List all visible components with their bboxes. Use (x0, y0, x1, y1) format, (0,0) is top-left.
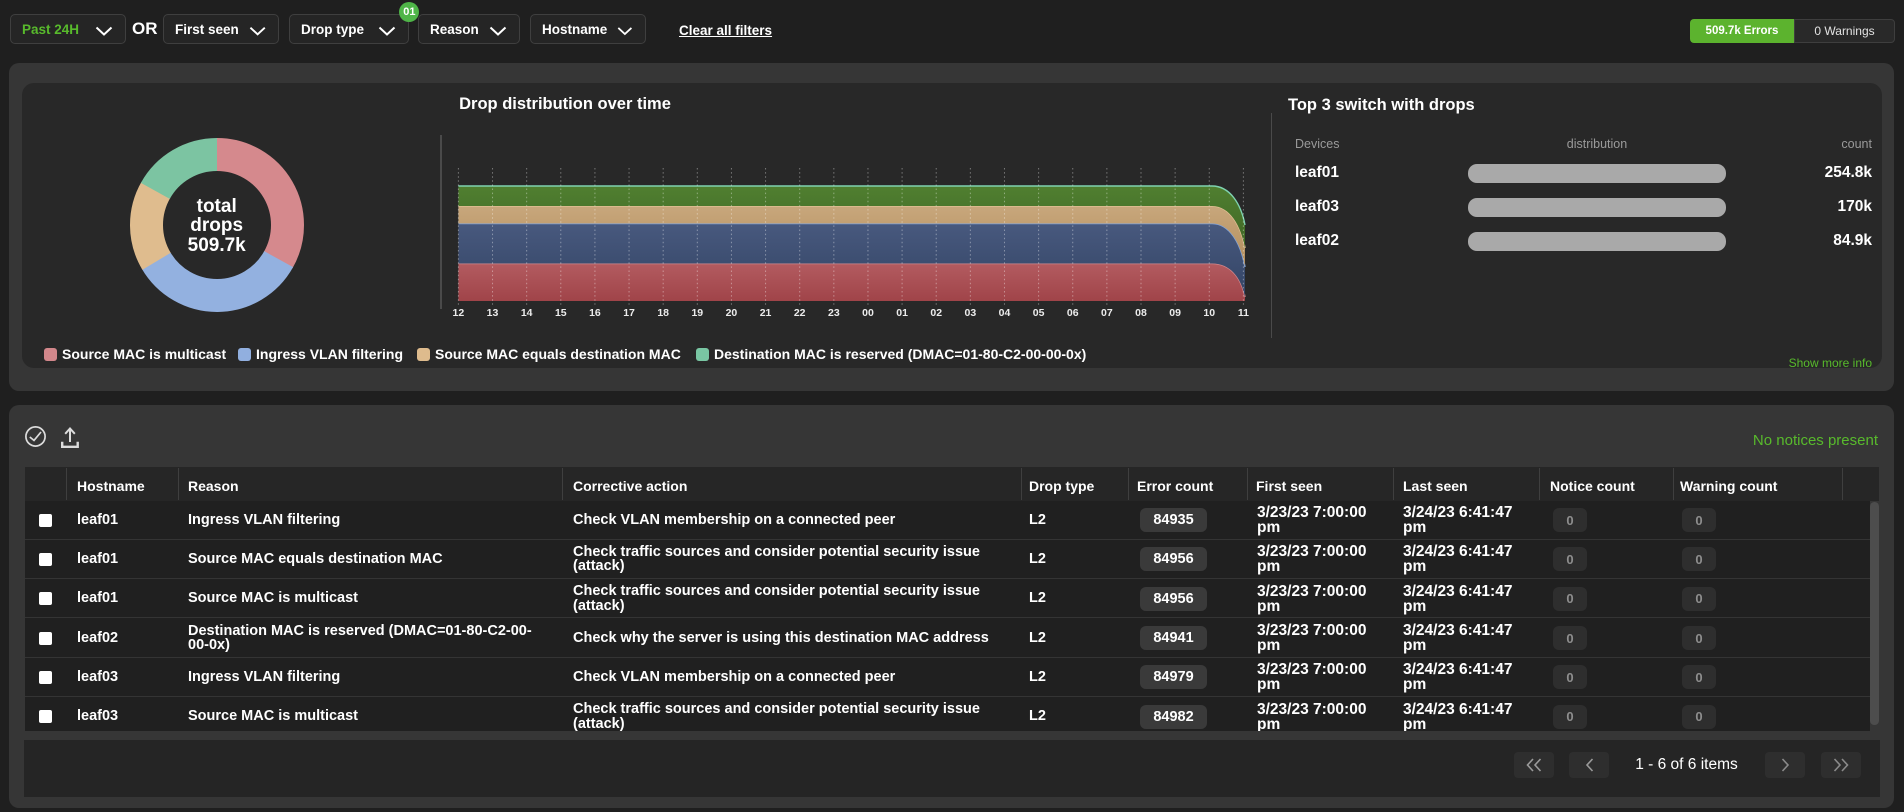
svg-text:06: 06 (1067, 307, 1079, 319)
svg-text:23: 23 (828, 307, 840, 319)
svg-text:21: 21 (760, 307, 772, 319)
svg-text:08: 08 (1135, 307, 1147, 319)
svg-text:13: 13 (487, 307, 499, 319)
svg-text:17: 17 (623, 307, 635, 319)
svg-text:22: 22 (794, 307, 806, 319)
svg-text:14: 14 (521, 307, 533, 319)
svg-text:07: 07 (1101, 307, 1113, 319)
svg-text:12: 12 (453, 307, 465, 319)
svg-text:00: 00 (862, 307, 874, 319)
svg-text:05: 05 (1033, 307, 1045, 319)
svg-text:16: 16 (589, 307, 601, 319)
svg-text:19: 19 (691, 307, 703, 319)
svg-text:03: 03 (965, 307, 977, 319)
svg-text:20: 20 (726, 307, 738, 319)
svg-text:02: 02 (930, 307, 942, 319)
svg-text:01: 01 (896, 307, 908, 319)
svg-text:04: 04 (999, 307, 1011, 319)
svg-text:15: 15 (555, 307, 567, 319)
svg-text:18: 18 (657, 307, 669, 319)
svg-text:10: 10 (1203, 307, 1215, 319)
svg-text:11: 11 (1238, 307, 1249, 319)
svg-text:09: 09 (1169, 307, 1181, 319)
